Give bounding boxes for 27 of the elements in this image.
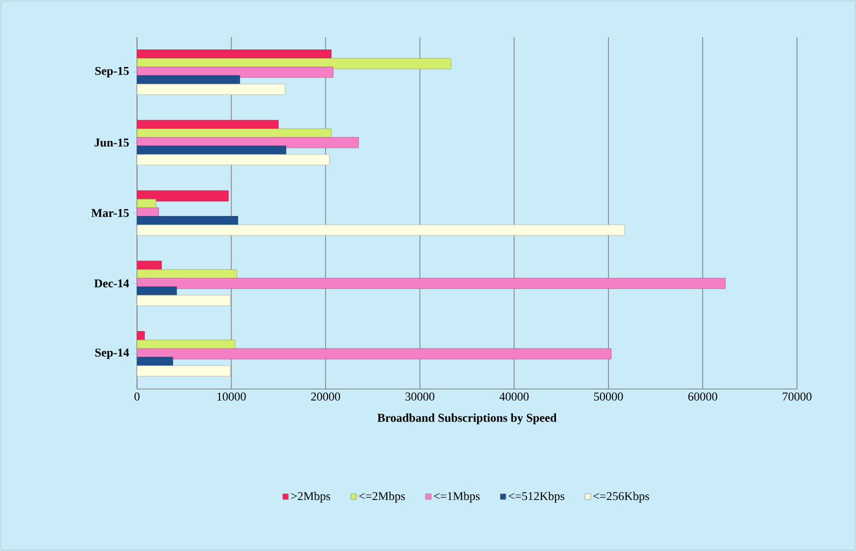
y-tick-label: Mar-15 [91, 209, 129, 217]
bar [137, 278, 726, 289]
bar [137, 365, 231, 376]
x-tick-label: 50000 [594, 392, 623, 401]
x-tick-label: 40000 [499, 392, 529, 401]
bar [137, 224, 625, 236]
bar [137, 348, 612, 360]
x-tick-label: 30000 [405, 392, 434, 401]
x-tick-label: 20000 [311, 392, 340, 401]
legend-label: <=512Kbps [508, 492, 564, 503]
y-tick-label: Sep-15 [95, 66, 129, 78]
legend-label: <=256Kbps [593, 492, 650, 503]
x-tick-label: 70000 [782, 392, 812, 401]
x-tick-label: 60000 [688, 392, 718, 401]
bar [137, 190, 229, 202]
bar [137, 154, 330, 166]
legend-label: >2Mbps [291, 492, 330, 503]
bar [137, 295, 231, 306]
y-tick-label: Jun-15 [94, 138, 129, 147]
y-tick-label: Sep-14 [95, 348, 129, 360]
y-tick-label: Dec-14 [94, 279, 130, 288]
x-tick-label: 0 [134, 392, 140, 401]
legend-label: <=1Mbps [434, 492, 480, 503]
x-axis-title: Broadband Subscriptions by Speed [377, 413, 557, 424]
x-tick-label: 10000 [217, 392, 246, 401]
bar [137, 84, 286, 95]
legend-label: <=2Mbps [359, 492, 405, 503]
